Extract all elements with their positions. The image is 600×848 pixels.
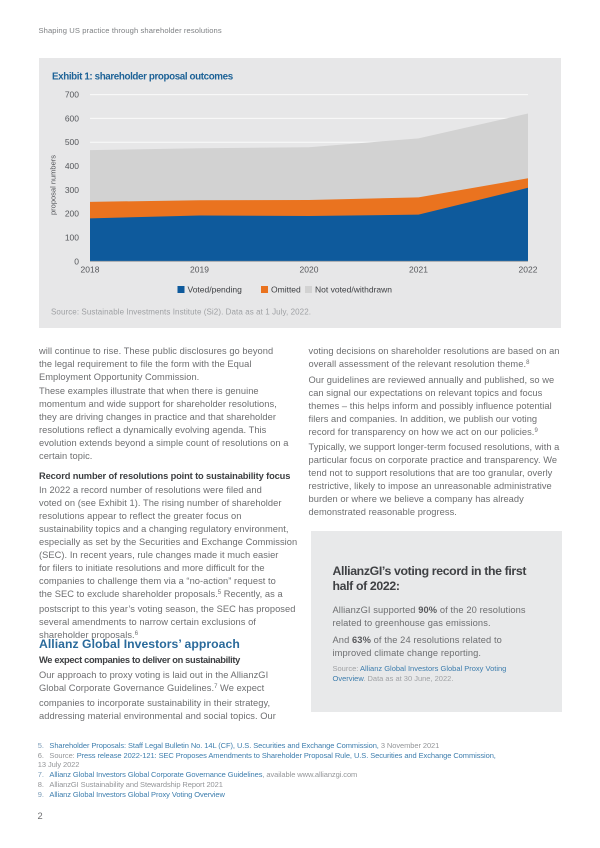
svg-text:proposal numbers: proposal numbers [49,155,58,215]
svg-text:2022: 2022 [519,265,538,275]
svg-text:2019: 2019 [190,265,209,275]
svg-text:2021: 2021 [409,265,428,275]
svg-text:Omitted: Omitted [271,285,301,295]
svg-text:100: 100 [65,233,79,243]
svg-text:Not voted/withdrawn: Not voted/withdrawn [315,285,392,295]
svg-text:400: 400 [65,161,79,171]
svg-text:700: 700 [65,90,79,100]
svg-text:Source: Sustainable Investment: Source: Sustainable Investments Institut… [51,307,311,316]
svg-text:500: 500 [65,137,79,147]
svg-text:Exhibit 1: shareholder proposa: Exhibit 1: shareholder proposal outcomes [52,72,234,83]
svg-text:Voted/pending: Voted/pending [188,285,243,295]
svg-text:600: 600 [65,113,79,123]
svg-text:2018: 2018 [81,265,100,275]
svg-text:2020: 2020 [300,265,319,275]
svg-text:300: 300 [65,185,79,195]
svg-text:0: 0 [74,256,79,266]
svg-text:200: 200 [65,209,79,219]
